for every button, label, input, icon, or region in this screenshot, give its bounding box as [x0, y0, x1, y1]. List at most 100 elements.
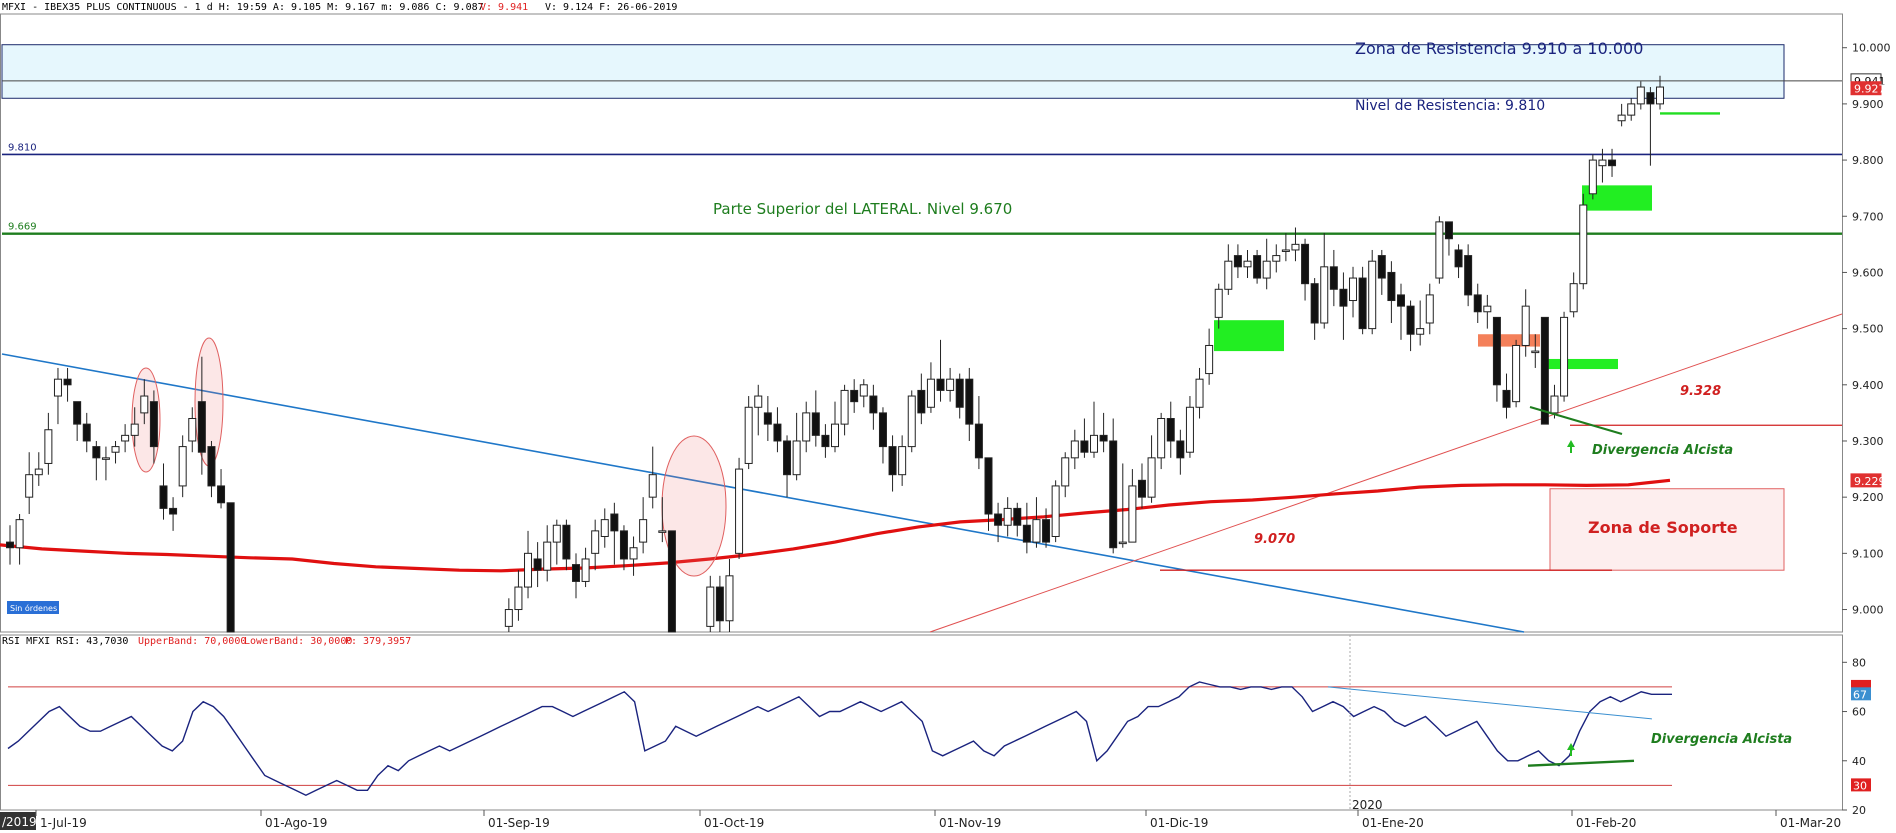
candle-body — [1099, 434, 1108, 442]
candle-body — [1224, 260, 1233, 290]
level-9810-label: 9.810 — [8, 142, 37, 153]
candle-body — [1118, 541, 1127, 545]
y-tick-label: 9.600 — [1852, 266, 1884, 279]
candle-body — [1147, 457, 1156, 498]
candle-body — [149, 401, 158, 448]
candle-body — [888, 446, 897, 476]
candle-body — [619, 530, 628, 560]
candle-body — [667, 530, 676, 633]
rsi-panel — [0, 634, 1843, 811]
candle-body — [878, 412, 887, 448]
candle-body — [581, 558, 590, 582]
resistance-level-label: Nivel de Resistencia: 9.810 — [1355, 98, 1545, 114]
candle-body — [504, 609, 513, 627]
candle-body — [1262, 260, 1271, 279]
candle-body — [955, 378, 964, 408]
salmon-box — [1478, 334, 1540, 347]
level-9070-label: 9.070 — [1254, 532, 1295, 547]
candle-body — [926, 378, 935, 408]
support-zone — [1549, 488, 1785, 571]
candle-body — [802, 412, 811, 442]
candle-body — [15, 519, 24, 549]
candle-body — [1646, 92, 1655, 105]
y-tick-label: 9.300 — [1852, 435, 1884, 448]
rsi-p-text: P: 379,3957 — [345, 636, 411, 647]
candle-body — [917, 389, 926, 414]
candle-body — [1233, 255, 1242, 268]
y-tick-label: 9.000 — [1852, 604, 1884, 617]
candle-body — [552, 524, 561, 543]
candle-body — [1003, 507, 1012, 526]
candle-body — [121, 434, 130, 442]
candle-body — [1502, 389, 1511, 408]
candle-body — [543, 541, 552, 571]
rsi-divergence-line — [1527, 759, 1635, 767]
candle-body — [562, 524, 571, 560]
candle-body — [1569, 283, 1578, 313]
candle-body — [111, 446, 120, 453]
y-tick-label: 10.000 — [1852, 42, 1891, 55]
rsi-trend-line — [1327, 686, 1653, 720]
candle-body — [1521, 305, 1530, 346]
candle-body — [1358, 277, 1367, 330]
rsi-line — [7, 681, 1672, 796]
candle-body — [140, 395, 149, 414]
candle-body — [1617, 114, 1626, 122]
rsi-divergence-label: Divergencia Alcista — [1651, 732, 1792, 747]
candle-body — [783, 440, 792, 476]
candle-body — [1329, 266, 1338, 290]
candle-body — [1061, 457, 1070, 487]
candle-body — [811, 412, 820, 436]
candle-body — [514, 586, 523, 611]
price-panel — [0, 13, 1843, 633]
candle-body — [1531, 350, 1540, 354]
candle-body — [217, 485, 226, 504]
y-tick-label: 9.100 — [1852, 547, 1884, 560]
candle-body — [1109, 440, 1118, 549]
price-tag — [1850, 81, 1882, 96]
candle-body — [744, 406, 753, 464]
candle-body — [629, 547, 638, 560]
rsi-header-text: RSI MFXI RSI: 43,7030 — [2, 636, 128, 647]
candle-body — [792, 440, 801, 476]
x-tick-label: 01-Ago-19 — [265, 816, 327, 830]
x-tick-label: 01-Feb-20 — [1576, 816, 1636, 830]
candle-body — [1464, 255, 1473, 296]
y-tick-label: 9.800 — [1852, 154, 1884, 167]
candle-body — [831, 423, 839, 448]
candle-body — [1387, 271, 1396, 302]
candle-body — [984, 457, 993, 515]
candle-body — [936, 378, 945, 391]
candle-body — [1032, 519, 1041, 543]
candle-body — [73, 401, 82, 425]
green-box-1 — [1214, 320, 1284, 352]
y-tick-label: 9.700 — [1852, 210, 1884, 223]
candle-body — [639, 519, 648, 543]
support-zone-label: Zona de Soporte — [1588, 518, 1738, 537]
candle-body — [34, 468, 43, 476]
candle-body — [1396, 294, 1405, 307]
candle-body — [763, 412, 772, 425]
candle-body — [1022, 524, 1031, 543]
candle-body — [1137, 479, 1146, 498]
candle-body — [188, 418, 197, 442]
candle-body — [1205, 344, 1214, 375]
candle-body — [965, 378, 974, 425]
header-var: V: 9.941 — [480, 2, 528, 13]
candle-body — [773, 423, 782, 442]
candle-body — [1301, 243, 1310, 285]
candle-body — [1492, 316, 1501, 386]
candle-body — [1042, 519, 1051, 543]
candle-body — [1579, 204, 1588, 285]
candle-body — [1157, 418, 1166, 459]
divergence-line — [1529, 405, 1623, 436]
candle-body — [1281, 249, 1290, 252]
candle-body — [1339, 288, 1348, 307]
y-tick-label: 9.400 — [1852, 379, 1884, 392]
candle-body — [715, 586, 724, 622]
moving-average-line — [0, 478, 1671, 573]
x-start-badge — [0, 812, 36, 830]
lateral-top-label: Parte Superior del LATERAL. Nivel 9.670 — [713, 200, 1012, 218]
candle-body — [1588, 159, 1597, 195]
price-tag-label: 9.229 — [1854, 475, 1886, 488]
